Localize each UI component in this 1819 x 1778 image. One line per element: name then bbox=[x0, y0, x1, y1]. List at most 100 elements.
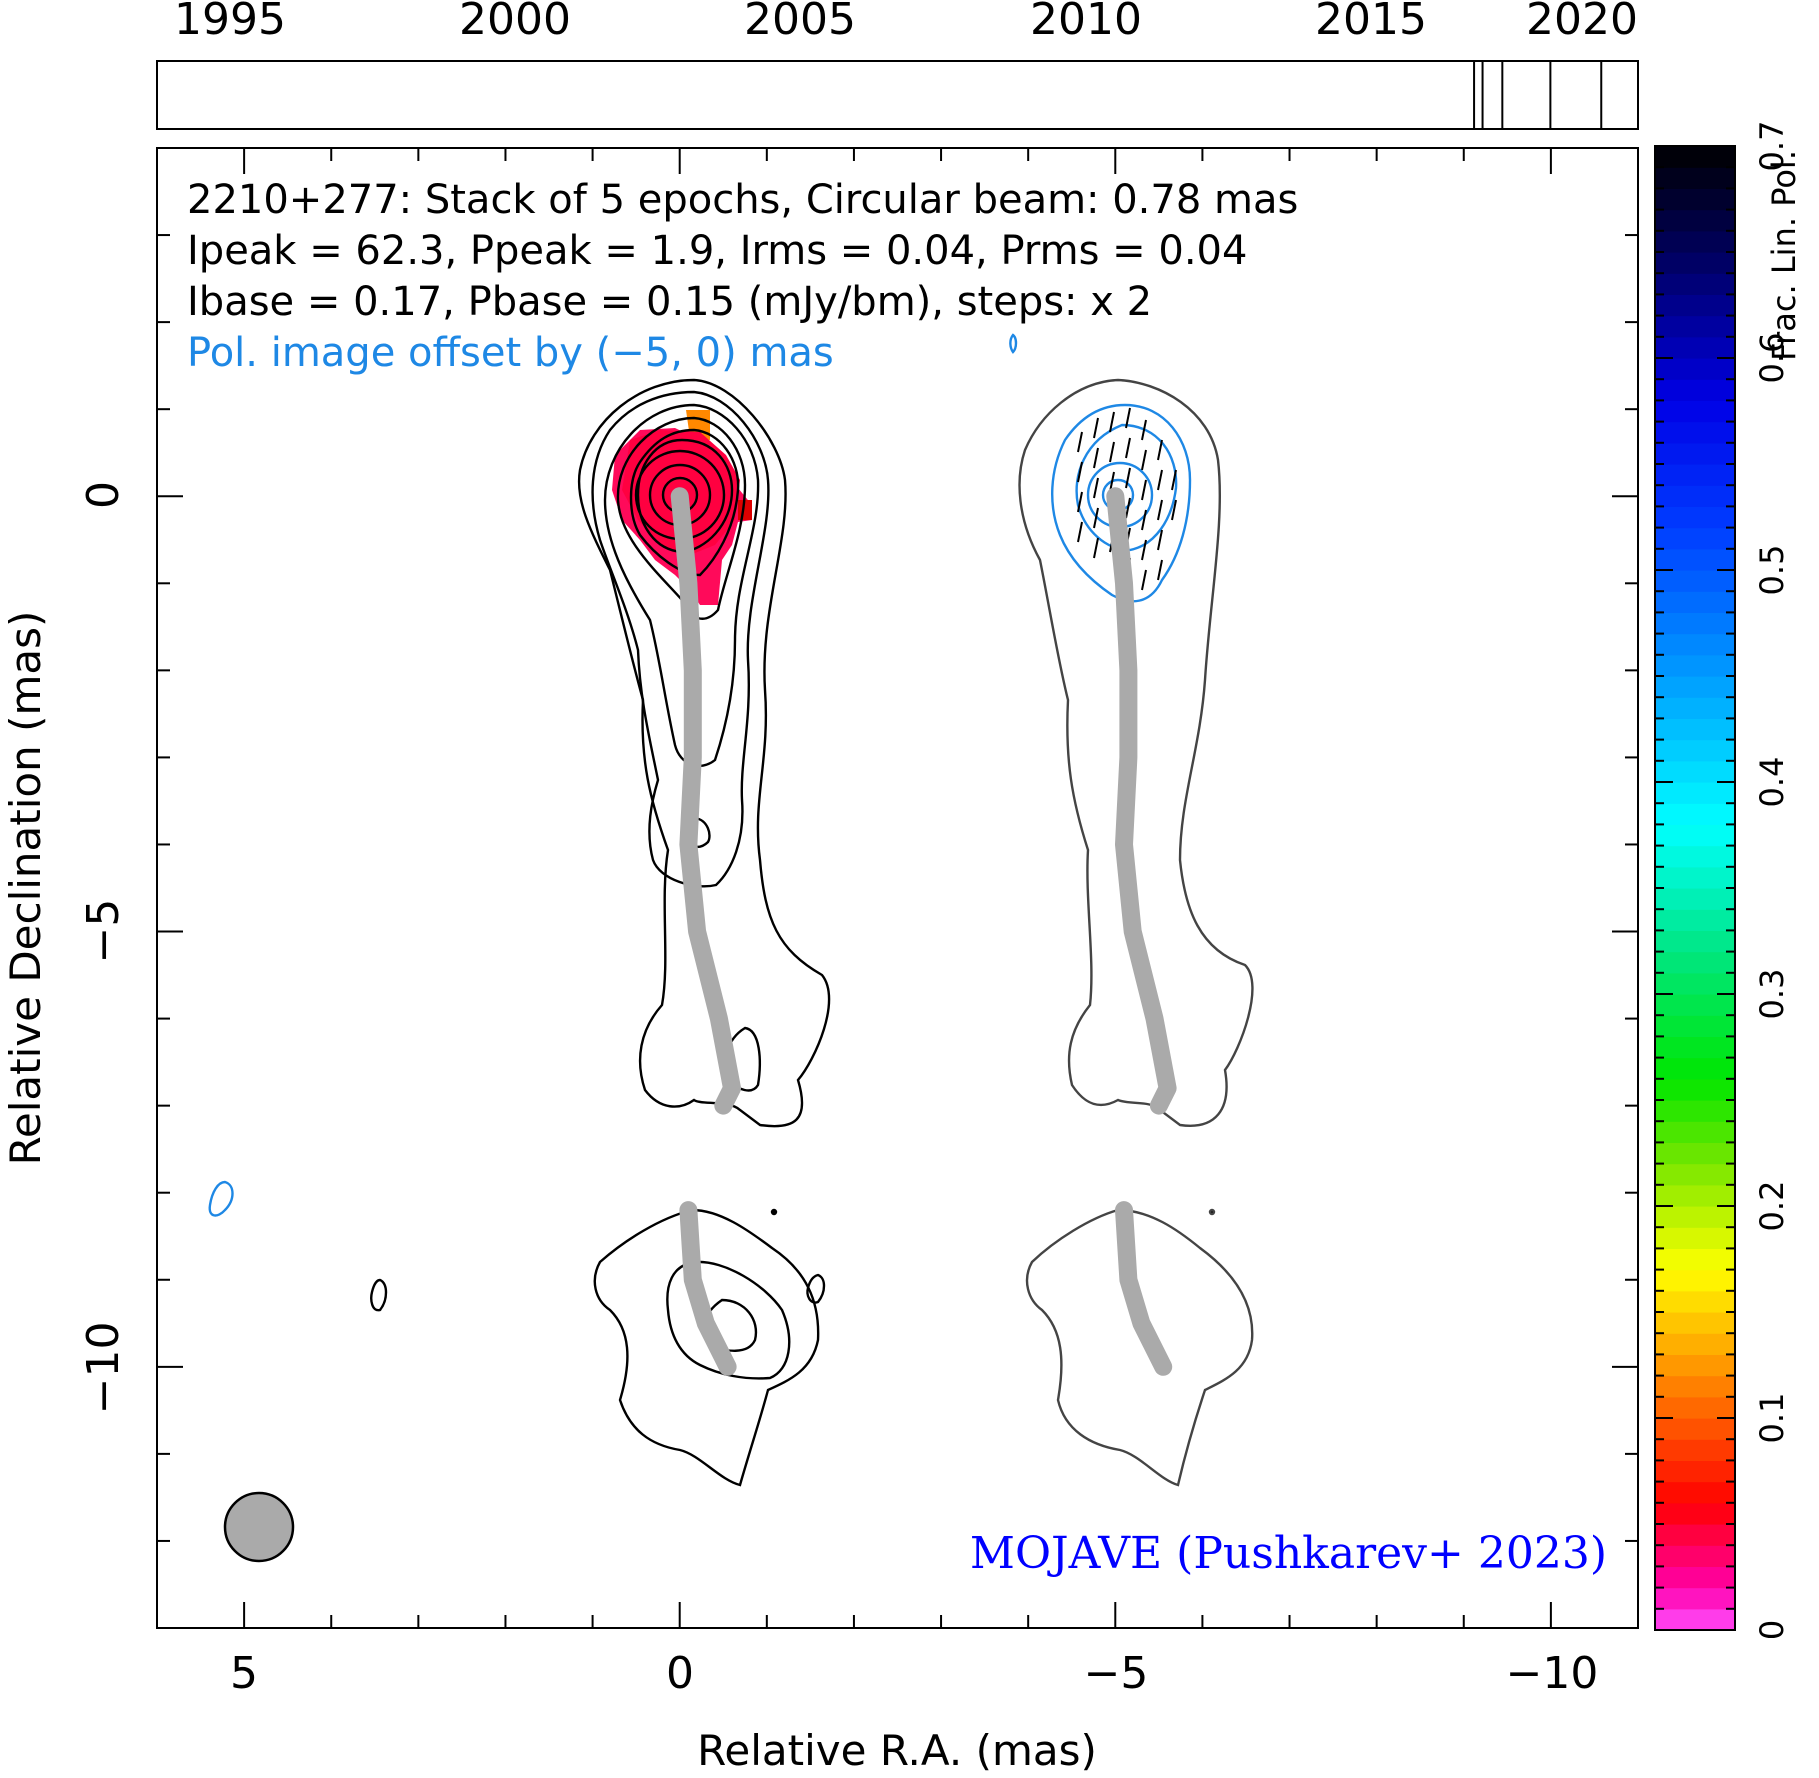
i-contour bbox=[577, 378, 831, 1128]
colorbar-band bbox=[1655, 1015, 1735, 1037]
evpa-tick bbox=[1157, 469, 1163, 491]
colorbar-band bbox=[1655, 379, 1735, 401]
evpa-tick bbox=[1157, 439, 1163, 461]
i-contour-dot bbox=[770, 1208, 778, 1216]
timeline-tick-labels: 1995 2000 2005 2010 2015 2020 bbox=[174, 0, 1638, 45]
evpa-tick bbox=[1093, 507, 1099, 529]
colorbar-band bbox=[1655, 1375, 1735, 1398]
evpa-tick bbox=[1157, 499, 1163, 521]
colorbar-band bbox=[1655, 803, 1735, 825]
colorbar-band bbox=[1655, 1057, 1735, 1080]
x-tick-label: −5 bbox=[1084, 1648, 1149, 1699]
timeline-tick-label: 2015 bbox=[1315, 0, 1427, 45]
colorbar-band bbox=[1655, 252, 1735, 274]
colorbar-band bbox=[1655, 824, 1735, 847]
evpa-tick bbox=[1141, 479, 1147, 501]
i-contour-offset bbox=[1025, 1208, 1254, 1487]
timeline-tick-label: 2000 bbox=[459, 0, 571, 45]
y-axis-label: Relative Declination (mas) bbox=[1, 611, 50, 1166]
colorbar-band bbox=[1655, 1566, 1735, 1589]
colorbar-bands bbox=[1655, 146, 1735, 1631]
evpa-tick bbox=[1125, 407, 1131, 429]
i-contour bbox=[629, 428, 740, 577]
colorbar-band bbox=[1655, 1248, 1735, 1271]
colorbar-band bbox=[1655, 464, 1735, 486]
evpa-tick bbox=[1141, 449, 1147, 471]
colorbar-tick-label: 0.4 bbox=[1753, 757, 1791, 808]
colorbar-band bbox=[1655, 421, 1735, 444]
colorbar-band bbox=[1655, 1524, 1735, 1546]
colorbar-band bbox=[1655, 146, 1735, 168]
credit-label: MOJAVE (Pushkarev+ 2023) bbox=[970, 1528, 1607, 1579]
colorbar-band bbox=[1655, 739, 1735, 762]
colorbar-band bbox=[1655, 951, 1735, 974]
x-tick-label: −10 bbox=[1506, 1648, 1599, 1699]
colorbar-band bbox=[1655, 506, 1735, 529]
i-contour bbox=[593, 1208, 820, 1487]
colorbar: 0 0.1 0.2 0.3 0.4 0.5 0.6 0.7 Frac. Lin. Pol. bbox=[1654, 121, 1803, 1641]
colorbar-band bbox=[1655, 400, 1735, 423]
colorbar-band bbox=[1655, 1608, 1735, 1631]
pol-contour bbox=[1009, 333, 1018, 354]
colorbar-band bbox=[1655, 845, 1735, 868]
x-tick-label: 5 bbox=[230, 1648, 258, 1699]
evpa-tick bbox=[1077, 431, 1083, 453]
timeline-tick-label: 2005 bbox=[744, 0, 856, 45]
colorbar-tick-label: 0.6 bbox=[1753, 333, 1791, 384]
colorbar-band bbox=[1655, 1396, 1735, 1419]
colorbar-band bbox=[1655, 1036, 1735, 1059]
evpa-tick bbox=[1109, 441, 1115, 463]
evpa-tick bbox=[1141, 539, 1147, 561]
colorbar-band bbox=[1655, 633, 1735, 656]
map-tick-marks bbox=[157, 148, 1638, 1628]
map-panel: 2210+277: Stack of 5 epochs, Circular be… bbox=[1, 147, 1639, 1775]
evpa-tick bbox=[1093, 447, 1099, 469]
colorbar-band bbox=[1655, 1227, 1735, 1249]
evpa-tick bbox=[1125, 437, 1131, 459]
colorbar-band bbox=[1655, 1439, 1735, 1461]
evpa-tick bbox=[1077, 521, 1083, 543]
colorbar-tick-label: 0.3 bbox=[1753, 969, 1791, 1020]
evpa-tick bbox=[1171, 469, 1177, 491]
colorbar-band bbox=[1655, 866, 1735, 889]
i-contour-offset bbox=[1018, 378, 1254, 1127]
colorbar-tick-label: 0.7 bbox=[1753, 121, 1791, 172]
x-axis-label: Relative R.A. (mas) bbox=[697, 1726, 1097, 1775]
outer-contours-offset bbox=[1018, 378, 1254, 1487]
colorbar-band bbox=[1655, 1121, 1735, 1143]
colorbar-band bbox=[1655, 273, 1735, 295]
colorbar-band bbox=[1655, 570, 1735, 592]
i-contour-dot bbox=[1208, 1208, 1216, 1216]
colorbar-band bbox=[1655, 760, 1735, 783]
colorbar-band bbox=[1655, 230, 1735, 253]
i-contour bbox=[666, 1260, 791, 1380]
colorbar-band bbox=[1655, 1290, 1735, 1313]
pol-offset-note: Pol. image offset by (−5, 0) mas bbox=[187, 330, 834, 376]
ridge-line bbox=[670, 487, 741, 1115]
timeline-tick-label: 2020 bbox=[1526, 0, 1638, 45]
beam-ellipse bbox=[223, 1491, 295, 1563]
title-line-1: 2210+277: Stack of 5 epochs, Circular be… bbox=[187, 177, 1298, 223]
colorbar-ticks bbox=[1655, 145, 1735, 1631]
y-tick-label: 0 bbox=[78, 481, 129, 509]
colorbar-band bbox=[1655, 591, 1735, 613]
colorbar-band bbox=[1655, 188, 1735, 211]
x-tick-label: 0 bbox=[666, 1648, 694, 1699]
colorbar-band bbox=[1655, 1502, 1735, 1525]
y-tick-label: −10 bbox=[78, 1322, 129, 1415]
evpa-tick bbox=[1077, 491, 1083, 513]
title-line-3: Ibase = 0.17, Pbase = 0.15 (mJy/bm), ste… bbox=[187, 279, 1152, 325]
colorbar-band bbox=[1655, 1100, 1735, 1122]
colorbar-band bbox=[1655, 1460, 1735, 1483]
colorbar-tick-label: 0 bbox=[1753, 1620, 1791, 1640]
colorbar-band bbox=[1655, 1312, 1735, 1334]
evpa-tick bbox=[1093, 537, 1099, 559]
evpa-tick bbox=[1093, 477, 1099, 499]
colorbar-band bbox=[1655, 294, 1735, 317]
colorbar-tick-labels: 0 0.1 0.2 0.3 0.4 0.5 0.6 0.7 bbox=[1753, 121, 1791, 1641]
evpa-tick bbox=[1125, 467, 1131, 489]
colorbar-band bbox=[1655, 1163, 1735, 1186]
colorbar-band bbox=[1655, 1078, 1735, 1101]
evpa-tick bbox=[1125, 497, 1131, 519]
colorbar-band bbox=[1655, 1481, 1735, 1504]
